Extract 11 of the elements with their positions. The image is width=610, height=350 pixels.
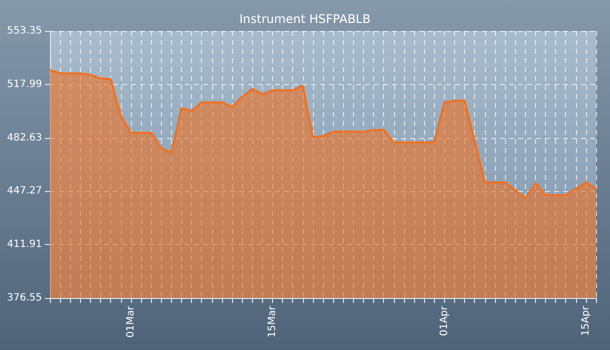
y-tick-label: 553.35 [7, 26, 42, 36]
x-tick-label: 01Mar [125, 305, 136, 338]
chart-title: Instrument HSFPABLB [239, 12, 371, 26]
y-tick-label: 482.63 [7, 132, 42, 144]
y-tick-label: 517.99 [7, 78, 42, 90]
x-tick-label: 15Apr [580, 305, 592, 336]
y-tick-label: 447.27 [7, 186, 42, 197]
x-tick-label: 01Apr [438, 305, 450, 336]
y-tick-label: 376.55 [7, 292, 42, 304]
y-tick-label: 411.91 [7, 239, 42, 250]
x-tick-label: 15Mar [266, 305, 278, 338]
